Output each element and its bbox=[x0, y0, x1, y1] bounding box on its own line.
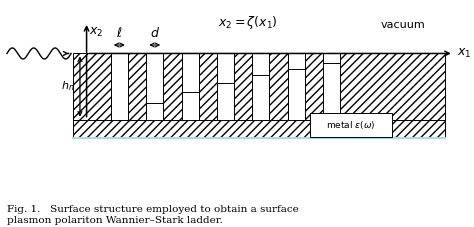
Text: $h_n$: $h_n$ bbox=[61, 80, 74, 94]
Bar bbox=[128, 54, 146, 120]
Text: $x_2$: $x_2$ bbox=[89, 25, 104, 39]
Bar bbox=[340, 54, 445, 120]
Text: $\ell$: $\ell$ bbox=[116, 26, 123, 40]
Bar bbox=[310, 113, 392, 137]
Bar bbox=[111, 54, 128, 120]
Text: $x_1$: $x_1$ bbox=[457, 47, 471, 60]
Bar bbox=[323, 54, 340, 63]
Bar bbox=[217, 54, 234, 83]
Bar bbox=[199, 54, 217, 120]
Bar bbox=[269, 54, 288, 120]
Bar bbox=[73, 54, 111, 120]
Bar bbox=[182, 54, 199, 92]
Text: vacuum: vacuum bbox=[381, 20, 425, 30]
Bar bbox=[73, 120, 445, 138]
Text: $d$: $d$ bbox=[150, 26, 160, 40]
Bar bbox=[253, 54, 269, 75]
Bar bbox=[288, 54, 305, 69]
Text: $x_2=\zeta(x_1)$: $x_2=\zeta(x_1)$ bbox=[218, 14, 278, 31]
Text: Fig. 1.   Surface structure employed to obtain a surface
plasmon polariton Wanni: Fig. 1. Surface structure employed to ob… bbox=[7, 205, 299, 225]
Bar bbox=[234, 54, 253, 120]
Text: metal $\varepsilon(\omega)$: metal $\varepsilon(\omega)$ bbox=[326, 119, 375, 131]
Bar bbox=[146, 54, 163, 103]
Bar bbox=[163, 54, 182, 120]
Bar bbox=[305, 54, 323, 120]
